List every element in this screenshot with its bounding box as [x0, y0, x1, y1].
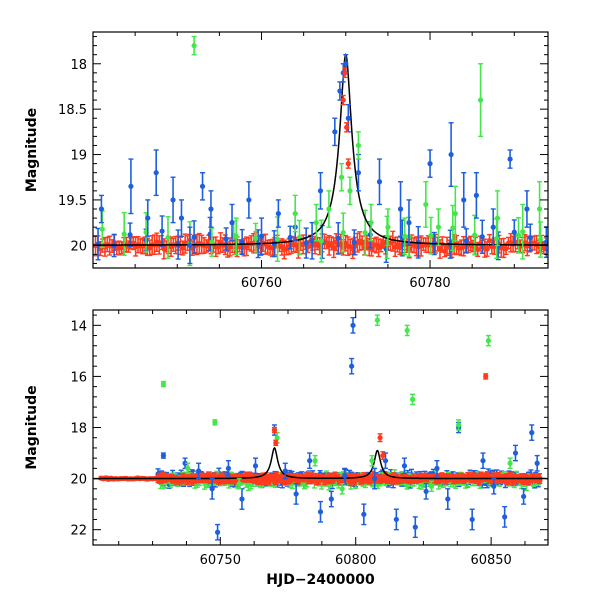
data-point	[461, 173, 466, 227]
y-tick-label: 16	[70, 370, 87, 385]
y-tick-label: 19	[70, 149, 87, 164]
data-point	[375, 315, 380, 325]
data-point	[318, 502, 323, 522]
panel-2: 60750 60800 60850 14 16 18 20 22 Magnitude HJD−24…	[24, 310, 548, 588]
series-blue	[161, 318, 540, 540]
data-point	[332, 118, 337, 145]
data-point	[507, 150, 512, 168]
x-tick-label: 60780	[409, 276, 450, 291]
data-point	[276, 200, 281, 227]
data-point	[187, 227, 192, 263]
data-point	[507, 458, 512, 468]
data-point	[179, 200, 184, 236]
x-tick-label: 60760	[241, 276, 282, 291]
plot-area-1	[93, 37, 549, 266]
baseline-noise-points	[99, 468, 543, 490]
data-point	[329, 491, 334, 506]
data-point	[513, 445, 518, 460]
data-point	[502, 507, 507, 527]
series-green	[192, 37, 543, 259]
data-point	[170, 177, 175, 222]
data-point	[377, 159, 382, 204]
data-point	[212, 420, 217, 425]
data-point	[405, 325, 410, 335]
data-point	[312, 456, 317, 466]
data-point	[423, 182, 428, 227]
data-point	[200, 173, 205, 200]
data-point	[480, 453, 485, 468]
data-point	[239, 489, 244, 509]
data-point	[483, 374, 488, 379]
x-tick-label: 60850	[470, 553, 511, 568]
data-point	[307, 453, 312, 468]
data-point	[377, 434, 382, 442]
data-point	[273, 440, 278, 445]
data-point	[192, 37, 197, 55]
y-tick-label: 19.5	[58, 194, 87, 209]
data-point	[537, 182, 542, 236]
data-point	[524, 191, 529, 227]
data-point	[161, 381, 166, 386]
data-point	[413, 517, 418, 537]
data-point	[161, 453, 166, 458]
y-tick-label: 20	[70, 473, 87, 488]
data-point	[394, 509, 399, 529]
data-point	[347, 177, 352, 204]
y-axis-title: Magnitude	[24, 108, 40, 192]
data-point	[272, 427, 277, 432]
data-point	[253, 458, 258, 473]
x-tick-label: 60800	[335, 553, 376, 568]
y-tick-label: 18.5	[58, 103, 87, 118]
y-tick-label: 14	[70, 319, 87, 334]
data-point	[474, 173, 479, 218]
y-tick-label: 18	[70, 422, 87, 437]
data-point	[215, 525, 220, 540]
x-axis-title: HJD−2400000	[266, 572, 375, 588]
y-tick-label: 22	[70, 524, 87, 539]
data-point	[349, 359, 354, 374]
data-point	[535, 456, 540, 471]
data-point	[128, 159, 133, 213]
x-tick-label: 60750	[200, 553, 241, 568]
series-green	[161, 315, 513, 494]
data-point	[427, 150, 432, 177]
data-point	[478, 64, 483, 137]
data-point	[470, 509, 475, 529]
data-point	[410, 394, 415, 404]
y-tick-label: 20	[70, 239, 87, 254]
plot-area-2	[93, 315, 548, 540]
data-point	[486, 336, 491, 346]
data-point	[318, 173, 323, 209]
data-point	[445, 489, 450, 509]
series-red	[272, 374, 488, 460]
data-point	[246, 182, 251, 218]
data-point	[208, 191, 213, 227]
y-axis-title: Magnitude	[24, 385, 40, 469]
data-point	[314, 204, 319, 240]
panel-1: 60760 60780 18 18.5 19 19.5 20 Magnitude	[24, 32, 549, 291]
data-point	[154, 150, 159, 195]
data-point	[529, 425, 534, 440]
baseline-noise-points	[93, 205, 549, 265]
data-point	[449, 123, 454, 187]
data-point	[361, 504, 366, 524]
data-point	[346, 159, 351, 168]
data-point	[350, 318, 355, 333]
y-tick-label: 18	[70, 58, 87, 73]
data-point	[339, 164, 344, 191]
data-point	[326, 191, 331, 227]
